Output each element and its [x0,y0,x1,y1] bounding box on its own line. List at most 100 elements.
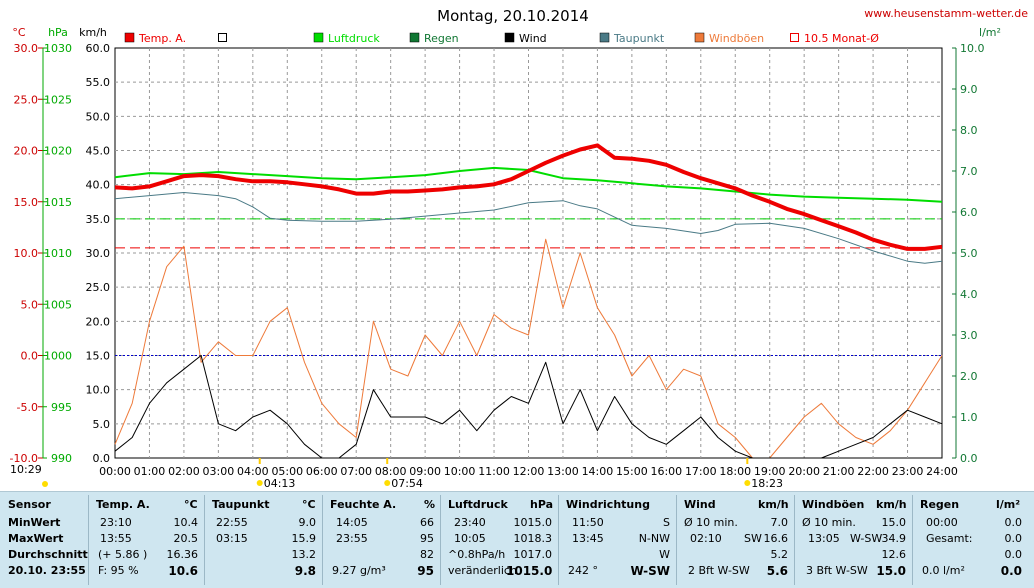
legend-swatch [599,32,610,43]
press-unit: hPa [530,498,554,511]
rain-tick-label: 1.0 [960,411,978,424]
legend-label: Temp. A. [138,32,186,45]
x-tick-label: 00:00 [99,465,131,478]
legend-label: Wind [519,32,547,45]
rain-total-label: Gesamt: [926,532,973,545]
temp-tick-label: 15.0 [14,196,39,209]
wind-min-value: 7.0 [770,516,789,529]
time-marker-label: 18:23 [751,477,783,490]
hum-avg-value: 82 [420,548,434,561]
wind-tick-label: 40.0 [86,179,111,192]
dir-avg-value: W [659,548,670,561]
press-tick-label: 1025 [44,93,72,106]
wind-avg-period: Ø 10 min. [684,516,738,529]
gust-beaufort: 3 Bft W-SW [806,564,868,577]
x-tick-label: 17:00 [685,465,717,478]
wind-title: Wind [684,498,716,511]
gust-unit: km/h [876,498,907,511]
wind-tick-label: 0.0 [93,452,111,465]
dir-max-time: 13:45 [572,532,604,545]
rain-unit-label: l/m² [979,26,1001,39]
stats-pressure-column: Luftdruck hPa 23:40 1015.0 10:05 1018.3 … [444,495,559,585]
dew-unit: °C [302,498,316,511]
gust-current-value: 15.0 [876,564,906,578]
rain-total-value: 0.0 [1004,532,1023,545]
wind-max-dir: SW [744,532,762,545]
wind-tick-label: 30.0 [86,247,111,260]
chart-title: Montag, 20.10.2014 [437,7,589,25]
stats-dewpoint-column: Taupunkt °C 22:55 9.0 03:15 15.9 13.2 9.… [208,495,323,585]
rain-title: Regen [920,498,960,511]
legend-label: Windböen [709,32,764,45]
press-tick-label: 1015 [44,196,72,209]
wind-avg-value: 5.2 [770,548,789,561]
rain-tick-label: 4.0 [960,288,978,301]
temp-tick-label: -5.0 [17,401,38,414]
hum-max-value: 95 [420,532,434,545]
max-label: MaxWert [8,532,64,545]
dew-max-time: 03:15 [216,532,248,545]
x-tick-label: 18:00 [719,465,751,478]
x-tick-label: 19:00 [754,465,786,478]
rain-current-value: 0.0 [1000,564,1022,578]
temp-avg-diff: (+ 5.86 ) [98,548,148,561]
rain-tick-label: 6.0 [960,206,978,219]
gust-avg-value: 12.6 [881,548,907,561]
gust-avg-period: Ø 10 min. [802,516,856,529]
dew-current-value: 9.8 [294,564,316,578]
x-tick-label: 08:00 [375,465,407,478]
wind-tick-label: 50.0 [86,110,111,123]
press-current-value: 1015.0 [506,564,553,578]
hum-absolute: 9.27 g/m³ [332,564,386,577]
wind-beaufort: 2 Bft W-SW [688,564,750,577]
temp-tick-label: 30.0 [14,42,39,55]
wind-tick-label: 55.0 [86,76,111,89]
current-date: 20.10. 23:55 [8,564,86,577]
press-tick-label: 990 [51,452,72,465]
sunrise-time-left: 10:29 [10,463,42,476]
gust-title: Windböen [802,498,865,511]
stats-panel: Sensor MinWert MaxWert Durchschnitt 20.1… [0,491,1034,588]
temp-tick-label: 0.0 [21,350,39,363]
wind-max-value: 16.6 [763,532,789,545]
avg-label: Durchschnitt [8,548,88,561]
x-tick-label: 09:00 [409,465,441,478]
stats-rain-column: Regen l/m² 00:00 0.0 Gesamt: 0.0 0.0 0.0… [916,495,1028,585]
gust-max-time: 13:05 [808,532,840,545]
dir-min-value: S [663,516,670,529]
dir-max-value: N-NW [638,532,670,545]
wind-tick-label: 45.0 [86,145,111,158]
press-tick-label: 1005 [44,298,72,311]
wind-max-time: 02:10 [690,532,722,545]
rain-start-time: 00:00 [926,516,958,529]
temp-tick-label: 25.0 [14,93,39,106]
press-tendency: veränderlich [448,564,517,577]
x-tick-label: 12:00 [513,465,545,478]
temp-tick-label: -10.0 [10,452,38,465]
dew-min-time: 22:55 [216,516,248,529]
rain-tick-label: 8.0 [960,124,978,137]
rain-tick-label: 7.0 [960,165,978,178]
dir-title: Windrichtung [566,498,650,511]
x-tick-label: 16:00 [650,465,682,478]
press-max-time: 10:05 [454,532,486,545]
gust-max-dir: W-SW [850,532,883,545]
press-tick-label: 995 [51,401,72,414]
dew-min-value: 9.0 [298,516,317,529]
wind-current-value: 5.6 [766,564,788,578]
temp-tick-label: 20.0 [14,145,39,158]
wind-tick-label: 15.0 [86,350,111,363]
stats-gust-column: Windböen km/h Ø 10 min. 15.0 13:05 W-SW … [798,495,913,585]
time-marker-label: 04:13 [264,477,296,490]
x-tick-label: 21:00 [823,465,855,478]
temp-min-time: 23:10 [100,516,132,529]
x-tick-label: 07:00 [340,465,372,478]
x-tick-label: 23:00 [892,465,924,478]
series-line-wind [114,355,943,459]
temp-max-time: 13:55 [100,532,132,545]
rain-tick-label: 2.0 [960,370,978,383]
x-tick-label: 13:00 [547,465,579,478]
rain-tick-label: 9.0 [960,83,978,96]
wind-tick-label: 60.0 [86,42,111,55]
gust-max-value: 34.9 [881,532,907,545]
